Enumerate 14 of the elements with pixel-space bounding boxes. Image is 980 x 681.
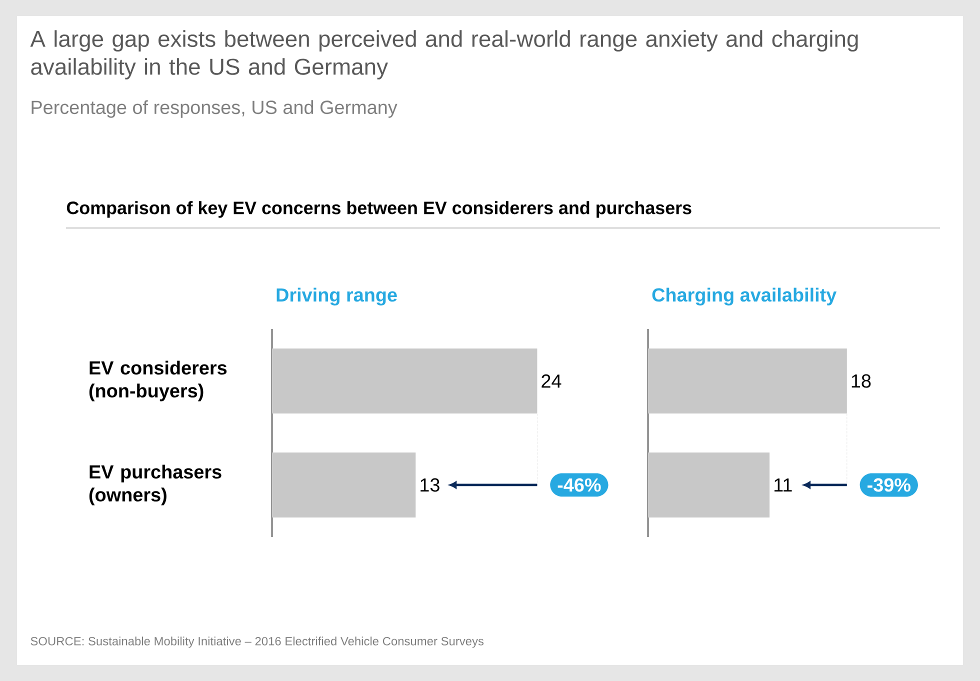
y-tick-label: EV purchasers (owners) — [89, 464, 222, 506]
text: Percentage of responses, US and Germany — [32, 100, 398, 118]
data-label: 11 — [774, 478, 792, 492]
chart-title: Charging availability — [652, 288, 837, 306]
chart-title: Driving range — [276, 288, 397, 306]
data-label: 13 — [420, 478, 440, 492]
y-tick-label: EV considerers (non-buyers) — [89, 360, 227, 402]
data-label: 24 — [542, 374, 562, 388]
text: -46% — [558, 478, 601, 492]
text: -39% — [868, 478, 910, 492]
text: A large gap exists between perceived and real-world range anxiety and charging availability in the US and Germany — [30, 30, 858, 80]
data-label: 18 — [852, 374, 871, 388]
source-note: SOURCE: Sustainable Mobility Initiative – 2016 Electrified Vehicle Consumer Surveys — [30, 636, 484, 648]
text: Comparison of key EV concerns between EV considerers and purchasers — [66, 201, 692, 218]
